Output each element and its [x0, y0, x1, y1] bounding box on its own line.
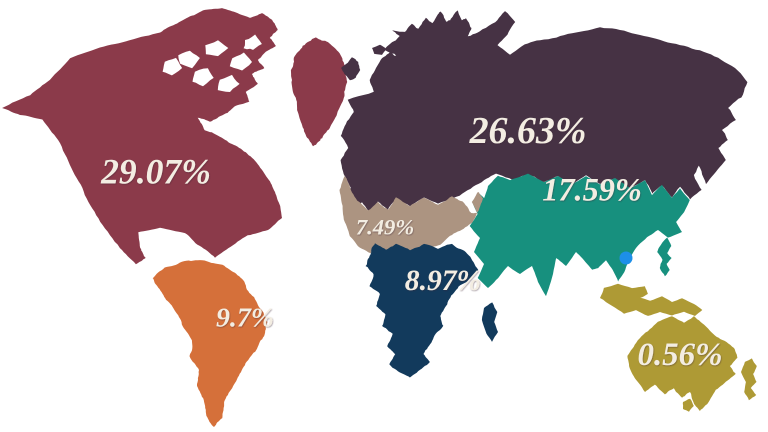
- svg-text:26.63%: 26.63%: [469, 110, 587, 152]
- svg-text:7.49%: 7.49%: [356, 214, 414, 239]
- svg-text:29.07%: 29.07%: [100, 151, 211, 191]
- svg-text:9.7%: 9.7%: [216, 303, 274, 334]
- svg-text:8.97%: 8.97%: [405, 265, 481, 297]
- svg-text:0.56%: 0.56%: [638, 337, 723, 373]
- svg-text:17.59%: 17.59%: [542, 171, 642, 207]
